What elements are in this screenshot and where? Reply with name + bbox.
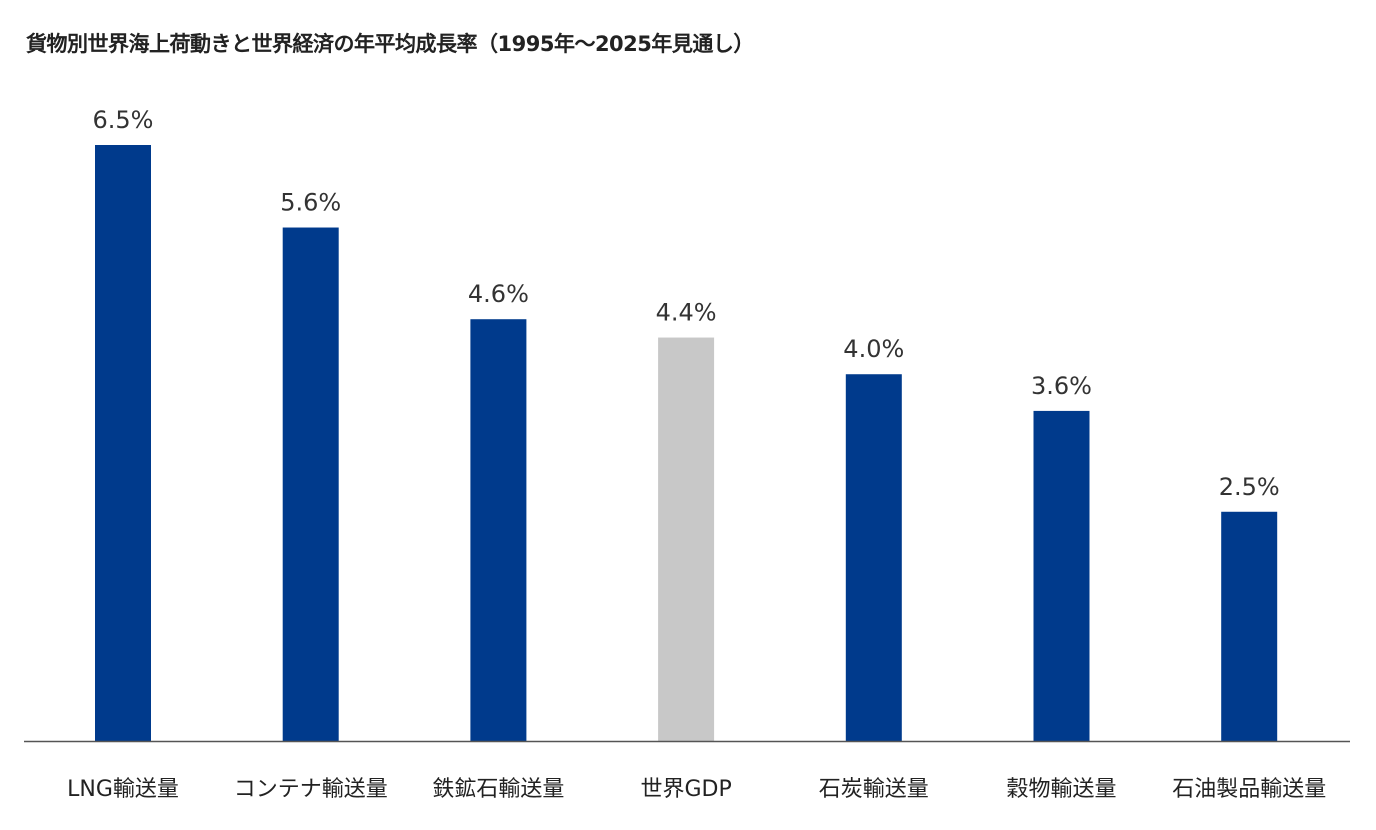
category-label: 石油製品輸送量 — [1172, 777, 1326, 802]
data-label: 5.6% — [280, 189, 341, 217]
data-label: 4.0% — [843, 335, 904, 363]
bar — [658, 337, 715, 741]
category-label: 鉄鉱石輸送量 — [432, 777, 564, 802]
data-label: 6.5% — [93, 106, 154, 134]
category-label: LNG輸送量 — [67, 777, 179, 802]
bar — [1033, 410, 1090, 741]
bar — [470, 319, 527, 741]
data-label: 4.4% — [656, 299, 717, 327]
category-label: 穀物輸送量 — [1006, 777, 1116, 802]
data-label: 3.6% — [1031, 372, 1092, 400]
chart-title: 貨物別世界海上荷動きと世界経済の年平均成長率（1995年〜2025年見通し） — [26, 32, 754, 56]
category-label: コンテナ輸送量 — [234, 777, 388, 802]
data-label: 4.6% — [468, 280, 529, 308]
bar — [845, 374, 902, 741]
category-label: 世界GDP — [640, 777, 731, 802]
bar — [282, 227, 339, 741]
data-label: 2.5% — [1219, 473, 1280, 501]
bar — [1221, 511, 1278, 741]
bar — [95, 145, 151, 741]
category-label: 石炭輸送量 — [819, 777, 929, 802]
